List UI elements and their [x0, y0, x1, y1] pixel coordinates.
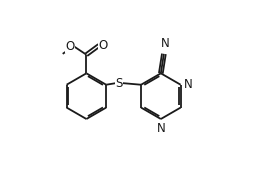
Text: O: O: [98, 39, 107, 52]
Text: S: S: [115, 77, 122, 90]
Text: N: N: [161, 37, 170, 50]
Text: O: O: [65, 40, 75, 53]
Text: N: N: [156, 122, 165, 135]
Text: N: N: [184, 78, 193, 91]
